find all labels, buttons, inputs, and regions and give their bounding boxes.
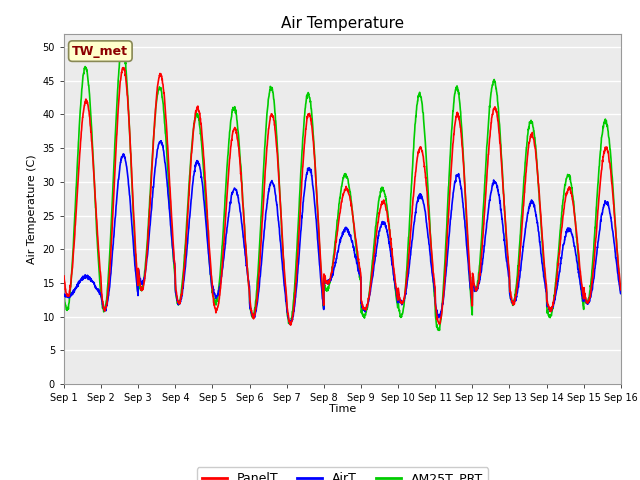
Text: TW_met: TW_met <box>72 45 129 58</box>
Title: Air Temperature: Air Temperature <box>281 16 404 31</box>
X-axis label: Time: Time <box>329 405 356 414</box>
Legend: PanelT, AirT, AM25T_PRT: PanelT, AirT, AM25T_PRT <box>196 468 488 480</box>
Y-axis label: Air Temperature (C): Air Temperature (C) <box>27 154 37 264</box>
